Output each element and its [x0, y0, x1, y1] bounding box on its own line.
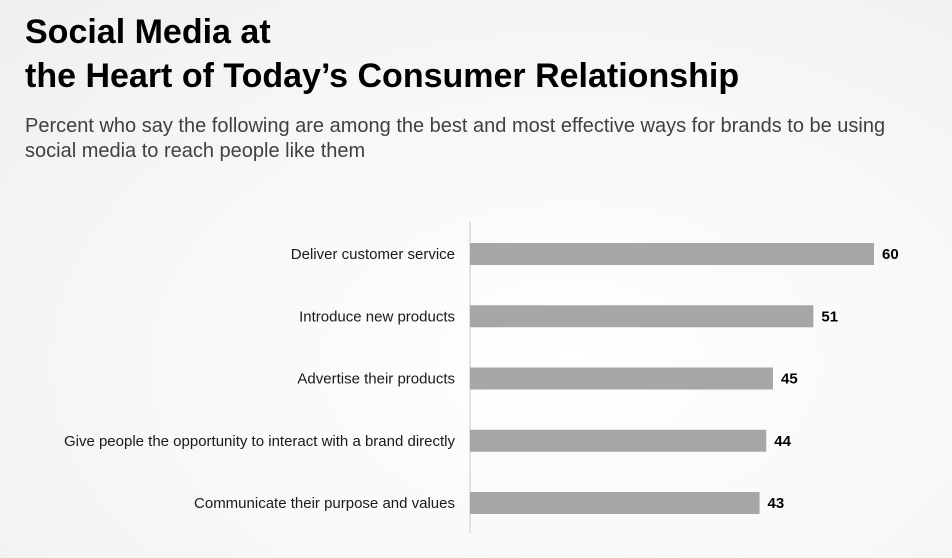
- value-label: 43: [768, 495, 785, 512]
- chart-title-line-1: Social Media at: [25, 13, 271, 51]
- category-label: Give people the opportunity to interact …: [64, 433, 456, 450]
- value-label: 51: [821, 308, 838, 325]
- category-label: Advertise their products: [297, 371, 455, 388]
- chart-title: Social Media at the Heart of Today’s Con…: [25, 10, 739, 98]
- bar: [470, 243, 874, 265]
- category-label: Communicate their purpose and values: [194, 495, 455, 512]
- value-label: 45: [781, 371, 798, 388]
- bar: [470, 492, 760, 514]
- bar: [470, 305, 814, 328]
- chart-subtitle: Percent who say the following are among …: [25, 115, 886, 162]
- category-label: Deliver customer service: [291, 246, 455, 263]
- bar: [470, 367, 773, 390]
- value-label: 44: [774, 433, 791, 450]
- bar: [470, 429, 767, 452]
- chart-title-line-2: the Heart of Today’s Consumer Relationsh…: [25, 57, 740, 95]
- value-label: 60: [882, 246, 899, 263]
- category-label: Introduce new products: [299, 308, 455, 325]
